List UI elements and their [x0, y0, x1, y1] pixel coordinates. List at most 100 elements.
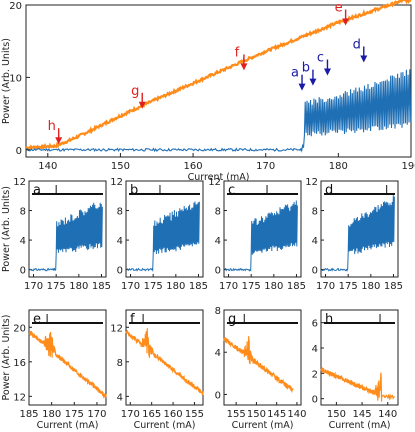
blue-panel-y-tick-label: 12 [208, 177, 221, 188]
blue-panel-y-tick-label: 12 [13, 177, 26, 188]
arrow-label-h: h [48, 119, 56, 134]
orange-panel-frame-f [125, 309, 204, 406]
arrow-head-c [323, 68, 331, 76]
orange-panel-series-g [223, 336, 294, 394]
orange-panel-x-axis-label: Current (mA) [134, 420, 196, 431]
orange-panel-label-g: g [228, 312, 236, 327]
blue-panel-series-c [224, 200, 298, 272]
main-x-tick-label: 160 [184, 161, 203, 172]
orange-panel-x-tick-label: 185 [19, 409, 38, 420]
arrow-label-e: e [335, 1, 343, 16]
main-x-tick-label: 190 [401, 161, 415, 172]
main-y-axis-label: Power (Arb. Units) [1, 38, 12, 124]
blue-panel-y-tick-label: 4 [20, 236, 26, 247]
blue-panels-y-axis-label: Power (Arb. Units) [1, 186, 12, 272]
blue-panel-x-tick-label: 170 [24, 281, 43, 292]
orange-panel-frame-h [320, 309, 399, 406]
arrow-head-a [298, 83, 306, 91]
orange-panel-series-f [125, 328, 204, 396]
blue-panel-series-b [126, 201, 200, 273]
orange-panel-y-tick-label: 16 [13, 358, 26, 369]
arrow-label-g: g [131, 84, 139, 99]
orange-panel-x-tick-label: 140 [378, 409, 397, 420]
arrow-head-b [309, 78, 317, 86]
blue-panel-x-tick-label: 175 [242, 281, 261, 292]
blue-panel-label-b: b [130, 183, 138, 198]
orange-panel-x-tick-label: 145 [353, 409, 372, 420]
main-x-tick-label: 150 [111, 161, 130, 172]
blue-panel-y-tick-label: 12 [110, 177, 123, 188]
blue-panel-x-tick-label: 170 [219, 281, 238, 292]
blue-panel-label-d: d [325, 183, 333, 198]
blue-panel-x-tick-label: 175 [339, 281, 358, 292]
arrow-head-h [55, 137, 63, 145]
blue-panel-series-d [321, 195, 395, 272]
blue-panel-y-tick-label: 0 [215, 266, 221, 277]
orange-panel-x-tick-label: 145 [267, 409, 286, 420]
orange-panel-x-tick-label: 140 [287, 409, 306, 420]
orange-panel-label-e: e [33, 312, 41, 327]
orange-panel-x-tick-label: 165 [142, 409, 161, 420]
orange-panel-y-tick-label: 0 [312, 395, 318, 406]
orange-panel-x-axis-label: Current (mA) [329, 420, 391, 431]
orange-panel-frame-g [223, 309, 302, 406]
orange-panel-x-tick-label: 155 [227, 409, 246, 420]
arrow-label-d: d [353, 37, 361, 52]
orange-panels-y-axis-label: Power (Arb. Units) [1, 315, 12, 401]
arrow-head-f [240, 63, 248, 71]
blue-panel-x-tick-label: 175 [47, 281, 66, 292]
main-x-tick-label: 180 [329, 161, 348, 172]
main-x-tick-label: 170 [256, 161, 275, 172]
orange-panel-y-tick-label: 12 [110, 323, 123, 334]
blue-panel-x-tick-label: 185 [92, 281, 111, 292]
orange-panel-x-tick-label: 170 [87, 409, 106, 420]
orange-panel-x-tick-label: 180 [42, 409, 61, 420]
blue-panel-y-tick-label: 12 [305, 177, 318, 188]
blue-panel-x-tick-label: 180 [166, 281, 185, 292]
orange-panel-y-tick-label: 8 [117, 358, 123, 369]
orange-panel-y-tick-label: 6 [312, 319, 318, 330]
orange-panel-y-tick-label: 2 [312, 369, 318, 380]
arrow-head-d [360, 55, 368, 63]
orange-panel-y-tick-label: 8 [215, 306, 221, 317]
orange-panel-y-tick-label: 4 [117, 392, 123, 403]
blue-panel-y-tick-label: 8 [312, 207, 318, 218]
main-x-tick-label: 140 [38, 161, 57, 172]
orange-panel-label-f: f [130, 312, 135, 327]
arrow-label-f: f [235, 45, 240, 60]
main-x-axis-label: Current (mA) [188, 172, 250, 183]
blue-panel-x-tick-label: 180 [264, 281, 283, 292]
arrow-label-b: b [302, 61, 310, 76]
blue-panel-y-tick-label: 8 [20, 207, 26, 218]
orange-panel-y-tick-label: 12 [13, 392, 26, 403]
blue-panel-x-tick-label: 180 [69, 281, 88, 292]
blue-panel-x-tick-label: 185 [384, 281, 403, 292]
main-y-tick-label: 20 [9, 1, 22, 12]
orange-panel-x-axis-label: Current (mA) [232, 420, 294, 431]
blue-panel-x-tick-label: 185 [287, 281, 306, 292]
blue-panel-x-tick-label: 185 [189, 281, 208, 292]
orange-panel-x-tick-label: 160 [164, 409, 183, 420]
main-blue-series [25, 69, 412, 153]
orange-panel-y-tick-label: 20 [13, 323, 26, 334]
arrow-head-g [138, 101, 146, 109]
arrow-label-c: c [317, 50, 324, 65]
orange-panel-x-axis-label: Current (mA) [37, 420, 99, 431]
orange-panel-series-h [320, 366, 395, 402]
blue-panel-label-c: c [228, 183, 235, 198]
orange-panel-series-e [28, 330, 107, 399]
arrow-label-a: a [291, 66, 299, 81]
main-y-tick-label: 10 [9, 73, 22, 84]
orange-panel-frame-e [28, 309, 107, 406]
orange-panel-y-tick-label: 4 [312, 344, 318, 355]
arrow-head-e [342, 18, 350, 26]
blue-panel-x-tick-label: 170 [316, 281, 335, 292]
blue-panel-y-tick-label: 4 [117, 236, 123, 247]
blue-panel-y-tick-label: 0 [20, 266, 26, 277]
orange-panel-label-h: h [325, 312, 333, 327]
blue-panel-y-tick-label: 8 [215, 207, 221, 218]
blue-panel-x-tick-label: 170 [121, 281, 140, 292]
orange-panel-x-tick-label: 170 [121, 409, 140, 420]
blue-panel-y-tick-label: 0 [117, 266, 123, 277]
